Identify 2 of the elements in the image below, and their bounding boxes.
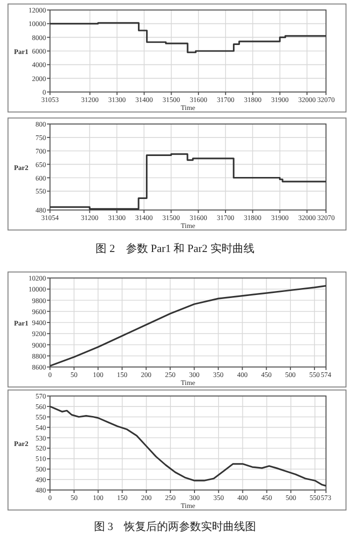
caption: 图 3 恢复后的两参数实时曲线图 (94, 520, 256, 533)
caption: 图 2 参数 Par1 和 Par2 实时曲线 (96, 242, 254, 255)
